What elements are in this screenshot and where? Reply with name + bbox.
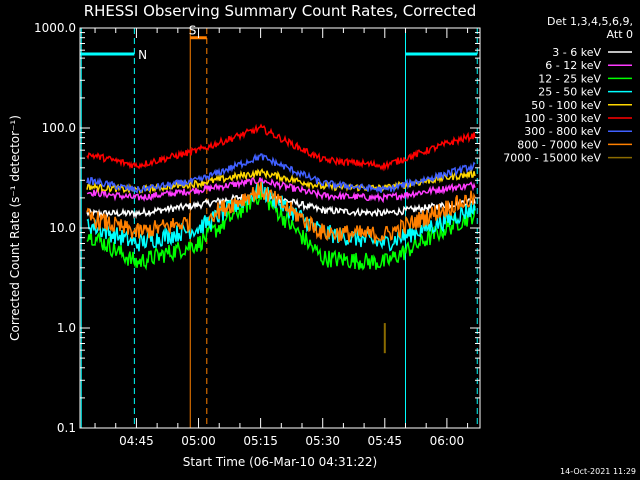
legend-header: Det 1,3,4,5,6,9, [547, 15, 633, 28]
legend-label: 300 - 800 keV [524, 125, 601, 138]
y-tick-label: 100.0 [42, 121, 76, 135]
series-25-50-line [86, 182, 476, 252]
y-axis-label: Corrected Count Rate (s⁻¹ detector⁻¹) [8, 115, 22, 341]
series-800-7000-line [86, 207, 191, 239]
y-axis: 0.1 1.0 10.0 100.0 1000.0 [34, 21, 480, 435]
y-tick-label: 1000.0 [34, 21, 76, 35]
legend-label: 6 - 12 keV [545, 59, 601, 72]
timestamp: 14-Oct-2021 11:29 [560, 467, 636, 476]
series-layer [86, 123, 476, 354]
x-tick-label: 05:45 [367, 434, 402, 448]
series-300-800-line [86, 153, 476, 194]
legend-label: 3 - 6 keV [552, 46, 601, 59]
x-tick-label: 04:45 [119, 434, 154, 448]
y-tick-label: 0.1 [57, 421, 76, 435]
night-label: N [138, 48, 147, 62]
legend-header: Att 0 [607, 28, 633, 41]
saa-label: S [189, 24, 197, 38]
y-tick-label: 1.0 [57, 321, 76, 335]
x-tick-label: 05:00 [181, 434, 216, 448]
x-tick-label: 06:00 [430, 434, 465, 448]
x-tick-label: 05:15 [243, 434, 278, 448]
chart-title: RHESSI Observing Summary Count Rates, Co… [84, 2, 477, 20]
series-100-300-line [86, 123, 476, 172]
x-axis: 04:45 05:00 05:15 05:30 05:45 06:00 [94, 28, 469, 448]
y-tick-label: 10.0 [49, 221, 76, 235]
legend-label: 7000 - 15000 keV [503, 152, 601, 165]
x-tick-label: 05:30 [305, 434, 340, 448]
legend-label: 50 - 100 keV [531, 99, 601, 112]
legend-label: 100 - 300 keV [524, 112, 601, 125]
legend-label: 25 - 50 keV [538, 86, 601, 99]
x-axis-label: Start Time (06-Mar-10 04:31:22) [183, 455, 377, 469]
legend-label: 800 - 7000 keV [517, 138, 601, 151]
series-800-7000-line [208, 181, 476, 244]
legend-label: 12 - 25 keV [538, 72, 601, 85]
series-6-12-line [86, 176, 476, 204]
